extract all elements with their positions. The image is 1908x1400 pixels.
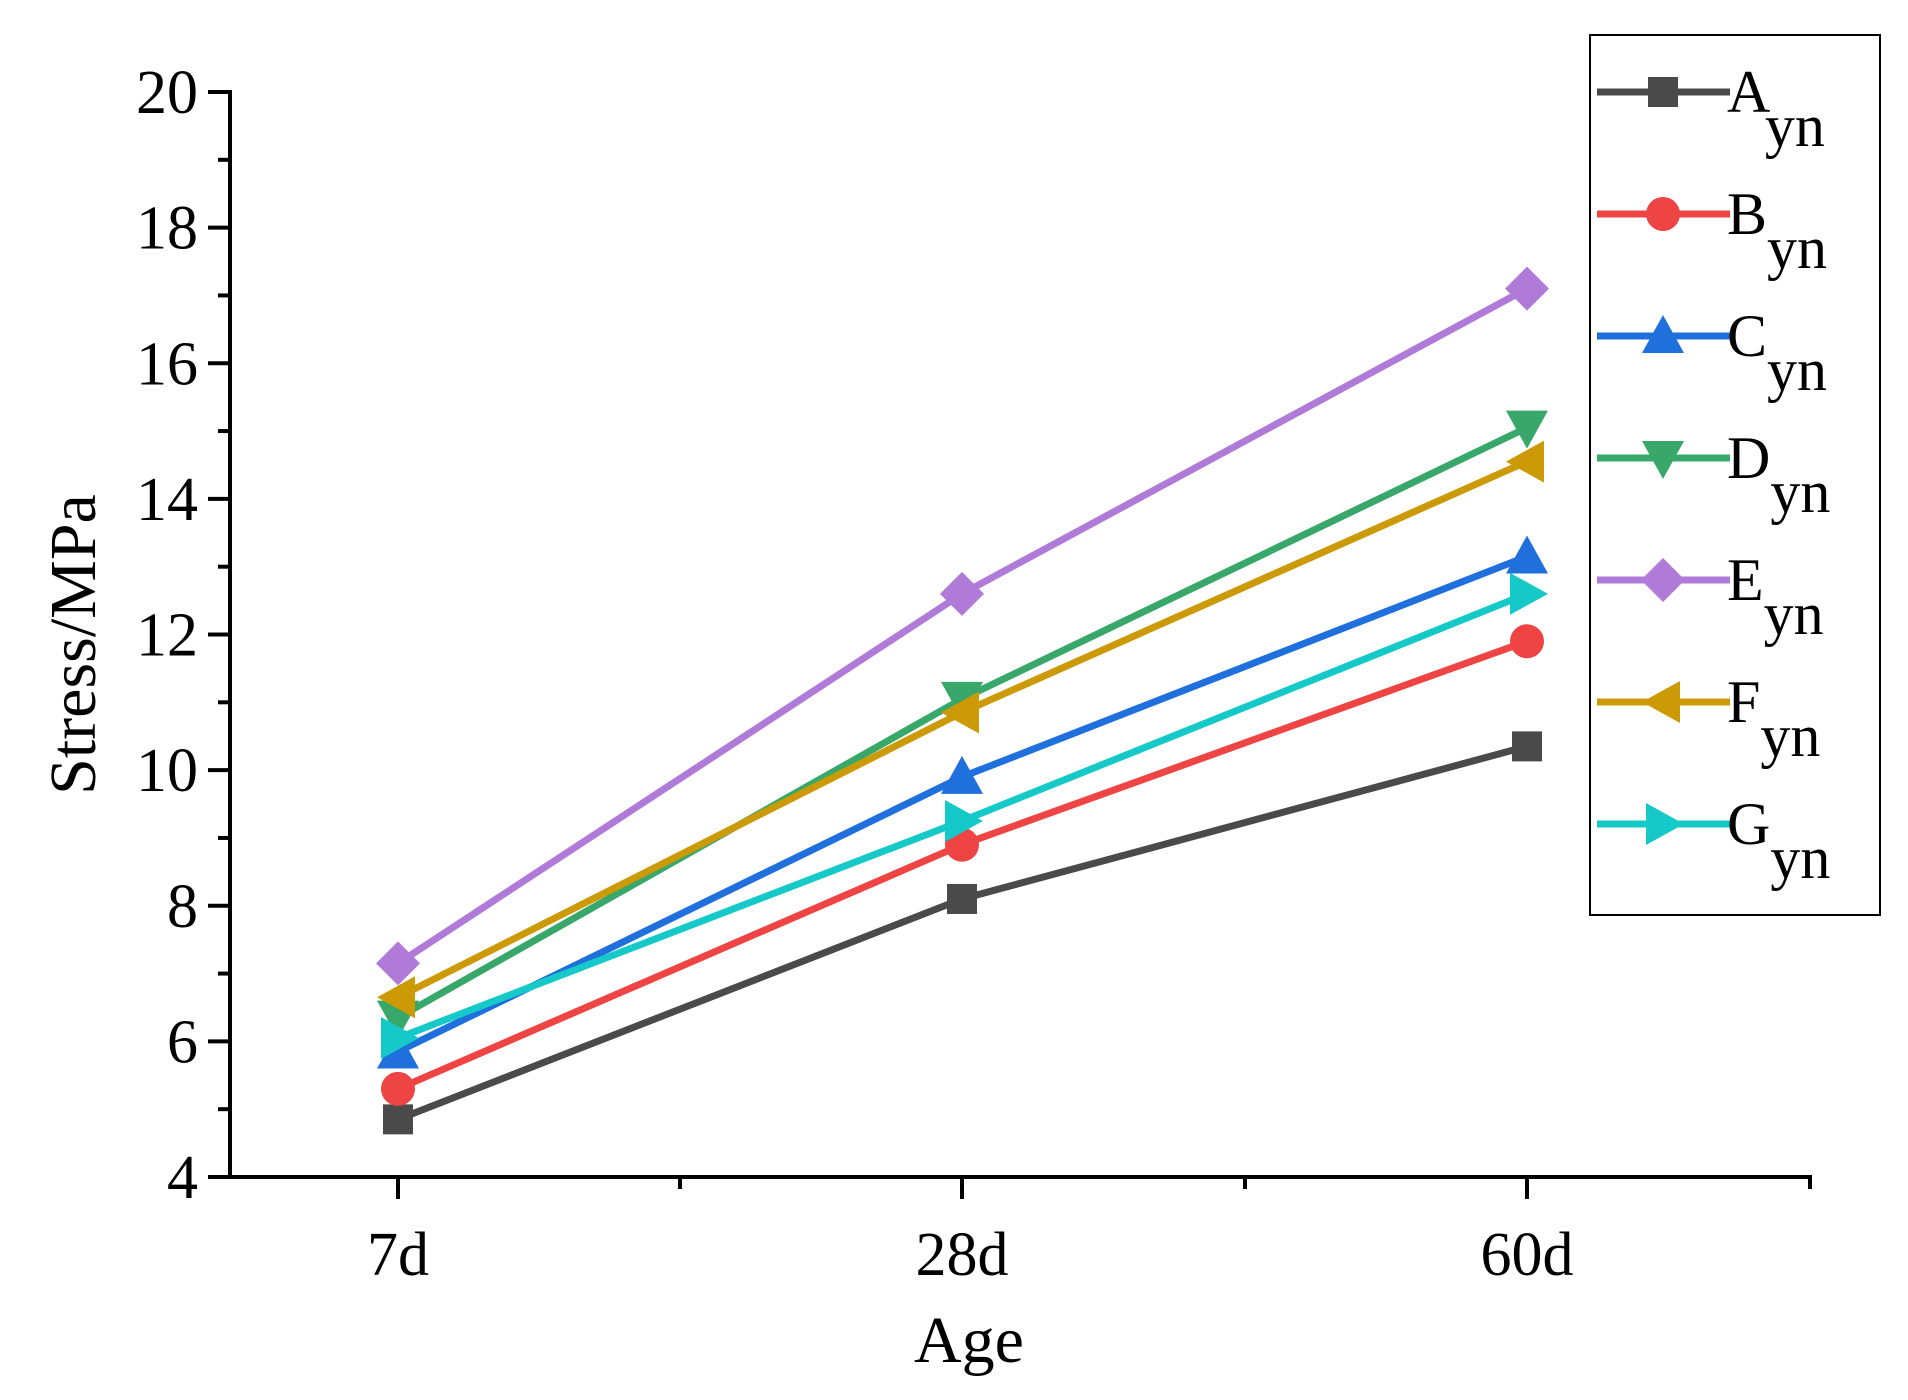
legend-item-e: Eyn — [1597, 547, 1824, 647]
legend-subscript: yn — [1760, 703, 1820, 769]
series-b — [381, 624, 1544, 1106]
y-tick-label: 20 — [136, 59, 198, 127]
series-line-a — [396, 743, 1528, 1123]
legend-marker-triangle-left — [1642, 681, 1680, 723]
legend-subscript: yn — [1770, 459, 1830, 525]
data-point-g-28d — [945, 799, 983, 842]
series-line-c — [396, 553, 1529, 1055]
series-a — [383, 731, 1542, 1135]
legend-marker-square — [1648, 77, 1678, 107]
series-line-f — [396, 458, 1529, 1001]
data-point-b-60d — [1510, 624, 1544, 659]
legend-box — [1589, 34, 1881, 916]
axes: 4 6 8 10 12 14 16 18 20 7d 28d 60d — [136, 59, 1812, 1289]
legend-subscript: yn — [1770, 825, 1830, 891]
legend-marker-triangle-right — [1646, 803, 1684, 845]
y-tick-label: 8 — [167, 873, 198, 941]
y-tick-label: 4 — [167, 1144, 198, 1212]
data-point-a-60d — [1512, 731, 1542, 762]
legend-subscript: yn — [1764, 581, 1824, 647]
legend-marker-triangle-down — [1642, 441, 1684, 479]
y-axis-title: Stress/MPa — [37, 494, 110, 795]
series-f — [377, 440, 1544, 1019]
legend-marker-triangle-up — [1642, 315, 1684, 353]
data-point-a-28d — [947, 883, 977, 914]
y-tick-label: 18 — [136, 195, 198, 263]
data-point-f-28d — [941, 691, 979, 734]
data-point-e-7d — [376, 941, 420, 986]
series-e — [376, 266, 1549, 986]
y-tick-label: 6 — [167, 1008, 198, 1076]
data-point-e-28d — [940, 571, 984, 616]
x-axis-title: Age — [914, 1304, 1024, 1377]
data-point-c-28d — [941, 755, 983, 794]
data-point-g-7d — [381, 1016, 419, 1059]
legend-marker-circle — [1646, 197, 1680, 231]
y-tick-label: 14 — [136, 466, 198, 534]
legend-subscript: yn — [1767, 337, 1827, 403]
data-point-a-7d — [383, 1104, 413, 1135]
legend-marker-diamond — [1641, 558, 1685, 602]
legend-subscript: yn — [1765, 93, 1825, 159]
legend-subscript: yn — [1767, 215, 1827, 281]
series-layer — [376, 266, 1549, 1135]
x-tick-label: 60d — [1481, 1221, 1574, 1289]
series-d — [377, 410, 1548, 1039]
data-point-b-7d — [381, 1071, 415, 1106]
x-tick-label: 28d — [916, 1221, 1009, 1289]
data-point-d-60d — [1506, 410, 1548, 449]
data-point-e-60d — [1505, 266, 1549, 311]
y-tick-label: 10 — [136, 737, 198, 805]
x-tick-label: 7d — [367, 1221, 429, 1289]
data-point-f-7d — [377, 976, 415, 1019]
data-point-f-60d — [1506, 440, 1544, 483]
y-tick-label: 12 — [136, 602, 198, 670]
data-point-g-60d — [1510, 572, 1548, 615]
y-tick-label: 16 — [136, 330, 198, 398]
series-c — [377, 535, 1548, 1069]
series-g — [381, 572, 1548, 1059]
data-point-c-60d — [1506, 535, 1548, 574]
